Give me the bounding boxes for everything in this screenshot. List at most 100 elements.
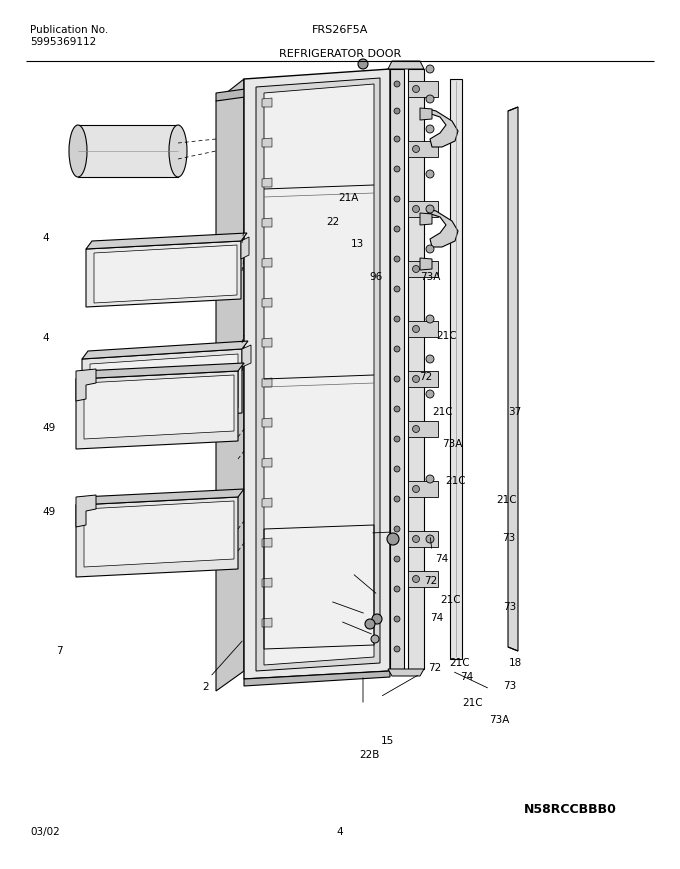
Circle shape	[394, 316, 400, 322]
Polygon shape	[94, 246, 237, 303]
Text: 18: 18	[509, 657, 522, 667]
Polygon shape	[420, 259, 432, 270]
Circle shape	[394, 196, 400, 202]
Text: 73: 73	[503, 601, 516, 612]
Polygon shape	[388, 669, 424, 676]
Circle shape	[394, 467, 400, 473]
Polygon shape	[262, 339, 272, 348]
Text: REFRIGERATOR DOOR: REFRIGERATOR DOOR	[279, 49, 401, 59]
Polygon shape	[264, 85, 374, 666]
Polygon shape	[244, 70, 390, 680]
Circle shape	[394, 647, 400, 653]
Text: 73: 73	[503, 680, 516, 690]
Text: 73A: 73A	[442, 438, 462, 448]
Text: 5995369112: 5995369112	[30, 37, 97, 47]
Polygon shape	[76, 372, 238, 449]
Polygon shape	[262, 579, 272, 587]
Polygon shape	[82, 342, 248, 360]
Circle shape	[413, 266, 420, 273]
Bar	[408, 571, 438, 587]
Circle shape	[394, 347, 400, 353]
Text: 21C: 21C	[462, 697, 483, 707]
Circle shape	[394, 616, 400, 622]
Text: FRS26F5A: FRS26F5A	[312, 25, 368, 35]
Circle shape	[394, 167, 400, 173]
Bar	[408, 481, 438, 497]
Polygon shape	[76, 363, 244, 380]
Bar	[408, 262, 438, 278]
Polygon shape	[86, 242, 241, 308]
Text: 2: 2	[203, 681, 209, 692]
Polygon shape	[262, 219, 272, 228]
Polygon shape	[256, 79, 380, 671]
Circle shape	[426, 475, 434, 483]
Text: 49: 49	[42, 422, 55, 433]
Polygon shape	[262, 499, 272, 507]
Text: 21C: 21C	[449, 657, 469, 667]
Bar	[408, 202, 438, 218]
Circle shape	[426, 96, 434, 104]
Text: 74: 74	[430, 612, 443, 622]
Circle shape	[426, 126, 434, 134]
Circle shape	[394, 587, 400, 593]
Text: 21C: 21C	[437, 330, 457, 341]
Text: 03/02: 03/02	[30, 826, 60, 836]
Polygon shape	[390, 70, 404, 669]
Circle shape	[394, 109, 400, 115]
Polygon shape	[262, 99, 272, 108]
Polygon shape	[428, 209, 458, 248]
Circle shape	[426, 535, 434, 543]
Circle shape	[394, 287, 400, 293]
Polygon shape	[388, 62, 424, 70]
Text: 72: 72	[419, 371, 432, 381]
Circle shape	[413, 86, 420, 93]
Circle shape	[413, 426, 420, 433]
Text: 7: 7	[56, 645, 63, 655]
Circle shape	[394, 407, 400, 413]
Text: 13: 13	[351, 238, 364, 249]
Circle shape	[426, 390, 434, 399]
Polygon shape	[82, 349, 242, 423]
Polygon shape	[84, 501, 234, 567]
Polygon shape	[90, 355, 238, 419]
Polygon shape	[242, 346, 251, 368]
Polygon shape	[420, 109, 432, 121]
Text: 37: 37	[509, 407, 522, 417]
Circle shape	[413, 326, 420, 333]
Polygon shape	[262, 539, 272, 547]
Polygon shape	[408, 70, 424, 669]
Polygon shape	[76, 369, 96, 401]
Circle shape	[426, 315, 434, 323]
Polygon shape	[76, 497, 238, 577]
Circle shape	[365, 620, 375, 629]
Text: 72: 72	[424, 575, 437, 586]
Circle shape	[426, 171, 434, 179]
Polygon shape	[420, 214, 432, 226]
Bar	[408, 82, 438, 98]
Polygon shape	[262, 179, 272, 188]
Polygon shape	[262, 139, 272, 148]
Polygon shape	[262, 379, 272, 388]
Polygon shape	[241, 238, 249, 260]
Circle shape	[426, 355, 434, 363]
Text: N58RCCBBB0: N58RCCBBB0	[524, 803, 617, 816]
Text: 4: 4	[42, 332, 49, 342]
Polygon shape	[450, 80, 462, 660]
Bar	[408, 372, 438, 388]
Text: Publication No.: Publication No.	[30, 25, 108, 35]
Circle shape	[394, 82, 400, 88]
Text: 21C: 21C	[445, 475, 466, 486]
Text: 21C: 21C	[441, 594, 461, 605]
Polygon shape	[76, 489, 244, 506]
Bar	[408, 142, 438, 158]
Polygon shape	[244, 671, 390, 687]
Text: 72: 72	[428, 662, 441, 673]
Text: 22: 22	[326, 216, 339, 227]
Circle shape	[387, 534, 399, 546]
Polygon shape	[262, 259, 272, 268]
Bar	[408, 421, 438, 437]
Polygon shape	[428, 109, 458, 148]
Polygon shape	[262, 618, 272, 627]
Ellipse shape	[69, 126, 87, 178]
Polygon shape	[84, 375, 234, 440]
